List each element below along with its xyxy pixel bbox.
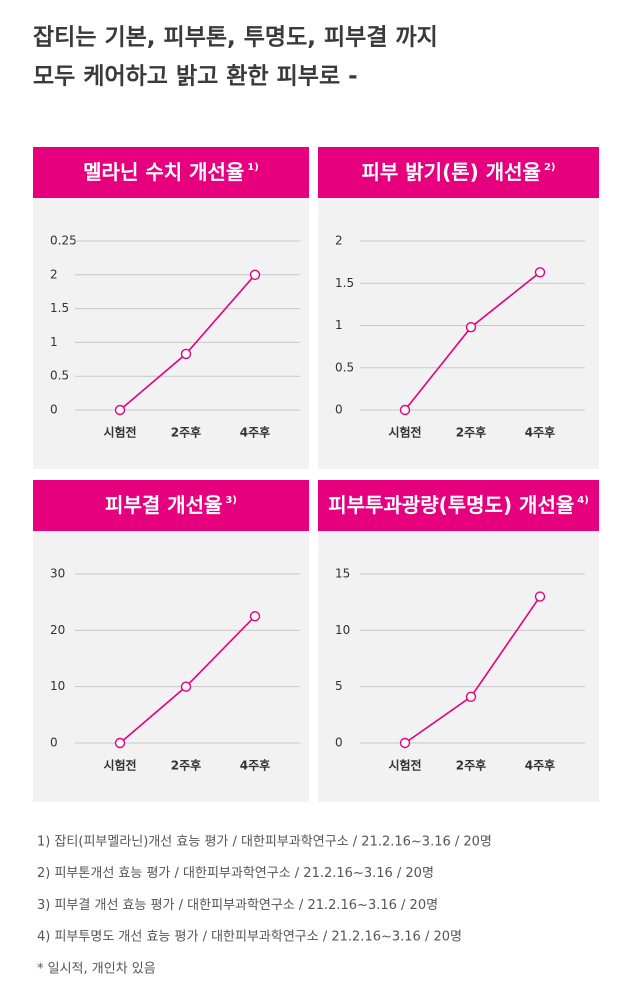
y-tick-label: 10 xyxy=(335,623,350,637)
footnote: 1) 잡티(피부멜라닌)개선 효능 평가 / 대한피부과학연구소 / 21.2.… xyxy=(37,835,492,850)
chart-title-text: 피부 밝기(톤) 개선율 xyxy=(362,160,541,184)
y-tick-label: 0 xyxy=(335,736,343,750)
x-tick-label: 2주후 xyxy=(171,758,201,773)
chart-title-note: 2) xyxy=(544,162,556,173)
y-tick-label: 0.5 xyxy=(335,360,354,374)
plot-panel xyxy=(33,198,309,469)
title-bar xyxy=(318,147,599,198)
y-tick-label: 0 xyxy=(335,403,343,417)
y-tick-label: 0.5 xyxy=(50,369,69,383)
headline: 잡티는 기본, 피부톤, 투명도, 피부결 까지 xyxy=(33,25,438,51)
chart-title: 피부 밝기(톤) 개선율 2) xyxy=(362,160,556,184)
x-tick-label: 2주후 xyxy=(456,758,486,773)
data-point xyxy=(249,611,261,622)
chart-title-note: 4) xyxy=(577,495,589,506)
data-point xyxy=(180,348,192,360)
data-point xyxy=(249,269,261,280)
y-tick-label: 0 xyxy=(50,736,58,750)
y-tick-label: 0.25 xyxy=(50,234,77,248)
x-tick-label: 2주후 xyxy=(171,425,201,440)
x-tick-label: 시험전 xyxy=(103,758,136,773)
plot-panel xyxy=(318,198,599,469)
title-bar xyxy=(33,480,309,531)
y-tick-label: 1.5 xyxy=(50,301,69,315)
y-tick-label: 20 xyxy=(50,623,65,637)
chart-title-text: 피부투과광량(투명도) 개선율 xyxy=(328,493,574,517)
y-tick-label: 1 xyxy=(50,335,58,349)
data-point xyxy=(399,737,411,749)
footnote: * 일시적, 개인차 있음 xyxy=(37,961,156,976)
data-point xyxy=(465,691,477,703)
x-tick-label: 4주후 xyxy=(240,425,270,440)
x-tick-label: 시험전 xyxy=(388,758,421,773)
chart-title: 피부투과광량(투명도) 개선율 4) xyxy=(328,493,589,517)
title-bar xyxy=(33,147,309,198)
x-tick-label: 시험전 xyxy=(103,425,136,440)
data-point xyxy=(399,404,411,416)
footnote: 4) 피부투명도 개선 효능 평가 / 대한피부과학연구소 / 21.2.16~… xyxy=(37,930,462,945)
data-point xyxy=(534,267,546,278)
chart-title-text: 멜라닌 수치 개선율 xyxy=(83,160,244,184)
chart-title-note: 1) xyxy=(247,162,259,173)
chart-title: 멜라닌 수치 개선율 1) xyxy=(83,160,259,184)
data-point xyxy=(534,591,546,602)
y-tick-label: 2 xyxy=(335,234,343,248)
title-bar xyxy=(318,480,599,531)
x-tick-label: 시험전 xyxy=(388,425,421,440)
y-tick-label: 1 xyxy=(335,318,343,332)
x-tick-label: 4주후 xyxy=(525,758,555,773)
data-point xyxy=(180,681,192,692)
y-tick-label: 1.5 xyxy=(335,276,354,290)
chart-title-note: 3) xyxy=(225,495,237,506)
y-tick-label: 5 xyxy=(335,679,343,693)
x-tick-label: 4주후 xyxy=(240,758,270,773)
headline: 모두 케어하고 밝고 환한 피부로 - xyxy=(33,64,358,90)
y-tick-label: 10 xyxy=(50,679,65,693)
y-tick-label: 2 xyxy=(50,267,58,281)
footnote: 3) 피부결 개선 효능 평가 / 대한피부과학연구소 / 21.2.16~3.… xyxy=(37,898,438,913)
plot-panel xyxy=(318,531,599,802)
x-tick-label: 2주후 xyxy=(456,425,486,440)
chart-title: 피부결 개선율 3) xyxy=(105,493,237,517)
x-tick-label: 4주후 xyxy=(525,425,555,440)
data-point xyxy=(114,404,126,416)
y-tick-label: 15 xyxy=(335,567,350,581)
data-point xyxy=(114,737,126,749)
footnote: 2) 피부톤개선 효능 평가 / 대한피부과학연구소 / 21.2.16~3.1… xyxy=(37,866,434,881)
chart-title-text: 피부결 개선율 xyxy=(105,493,222,517)
data-point xyxy=(465,321,477,333)
y-tick-label: 0 xyxy=(50,403,58,417)
y-tick-label: 30 xyxy=(50,567,65,581)
plot-panel xyxy=(33,531,309,802)
